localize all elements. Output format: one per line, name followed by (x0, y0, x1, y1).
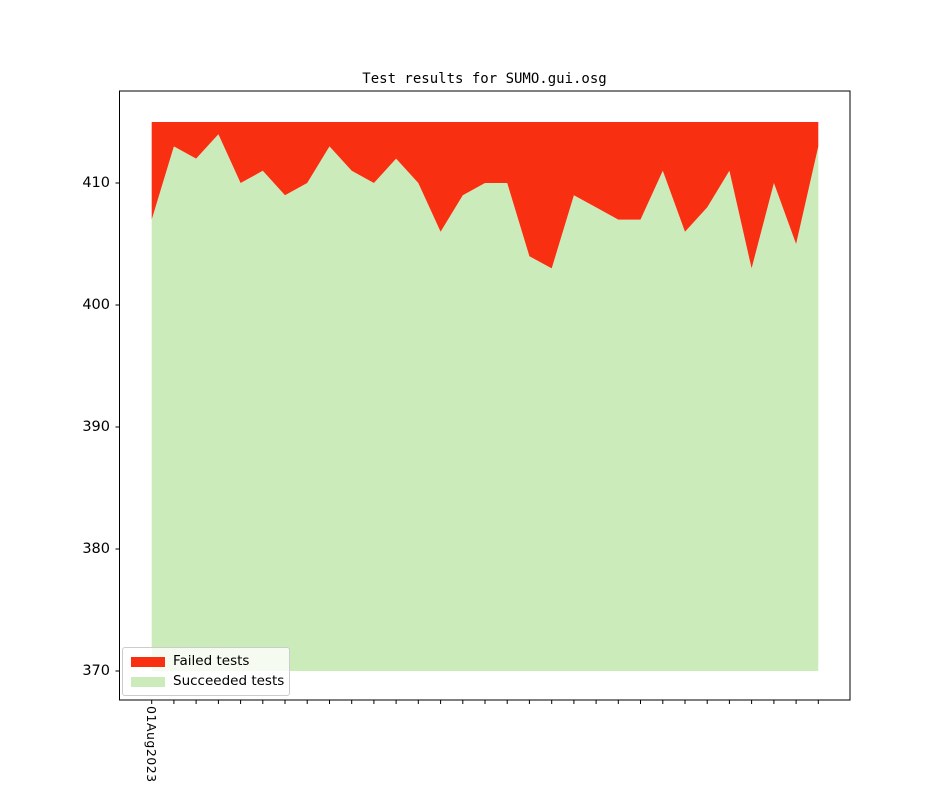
x-axis-first-tick-label: 01Aug2023 (144, 706, 159, 783)
y-tick-label: 370 (82, 663, 110, 679)
y-axis-ticks (115, 182, 120, 672)
succeeded-area (151, 134, 819, 671)
x-axis-ticks (151, 700, 819, 704)
legend: Failed tests Succeeded tests (122, 647, 290, 696)
legend-item-failed: Failed tests (131, 654, 279, 669)
legend-label-failed: Failed tests (173, 653, 250, 669)
y-tick-label: 400 (82, 297, 110, 313)
y-tick-label: 410 (82, 175, 110, 191)
succeeded-swatch (131, 676, 165, 687)
axes-frame (119, 90, 851, 701)
failed-swatch (131, 656, 165, 667)
legend-label-succeeded: Succeeded tests (173, 673, 285, 689)
chart-title: Test results for SUMO.gui.osg (362, 71, 607, 87)
failed-area (151, 122, 819, 269)
legend-item-succeeded: Succeeded tests (131, 674, 284, 689)
y-tick-label: 380 (82, 541, 110, 557)
y-tick-label: 390 (82, 419, 110, 435)
